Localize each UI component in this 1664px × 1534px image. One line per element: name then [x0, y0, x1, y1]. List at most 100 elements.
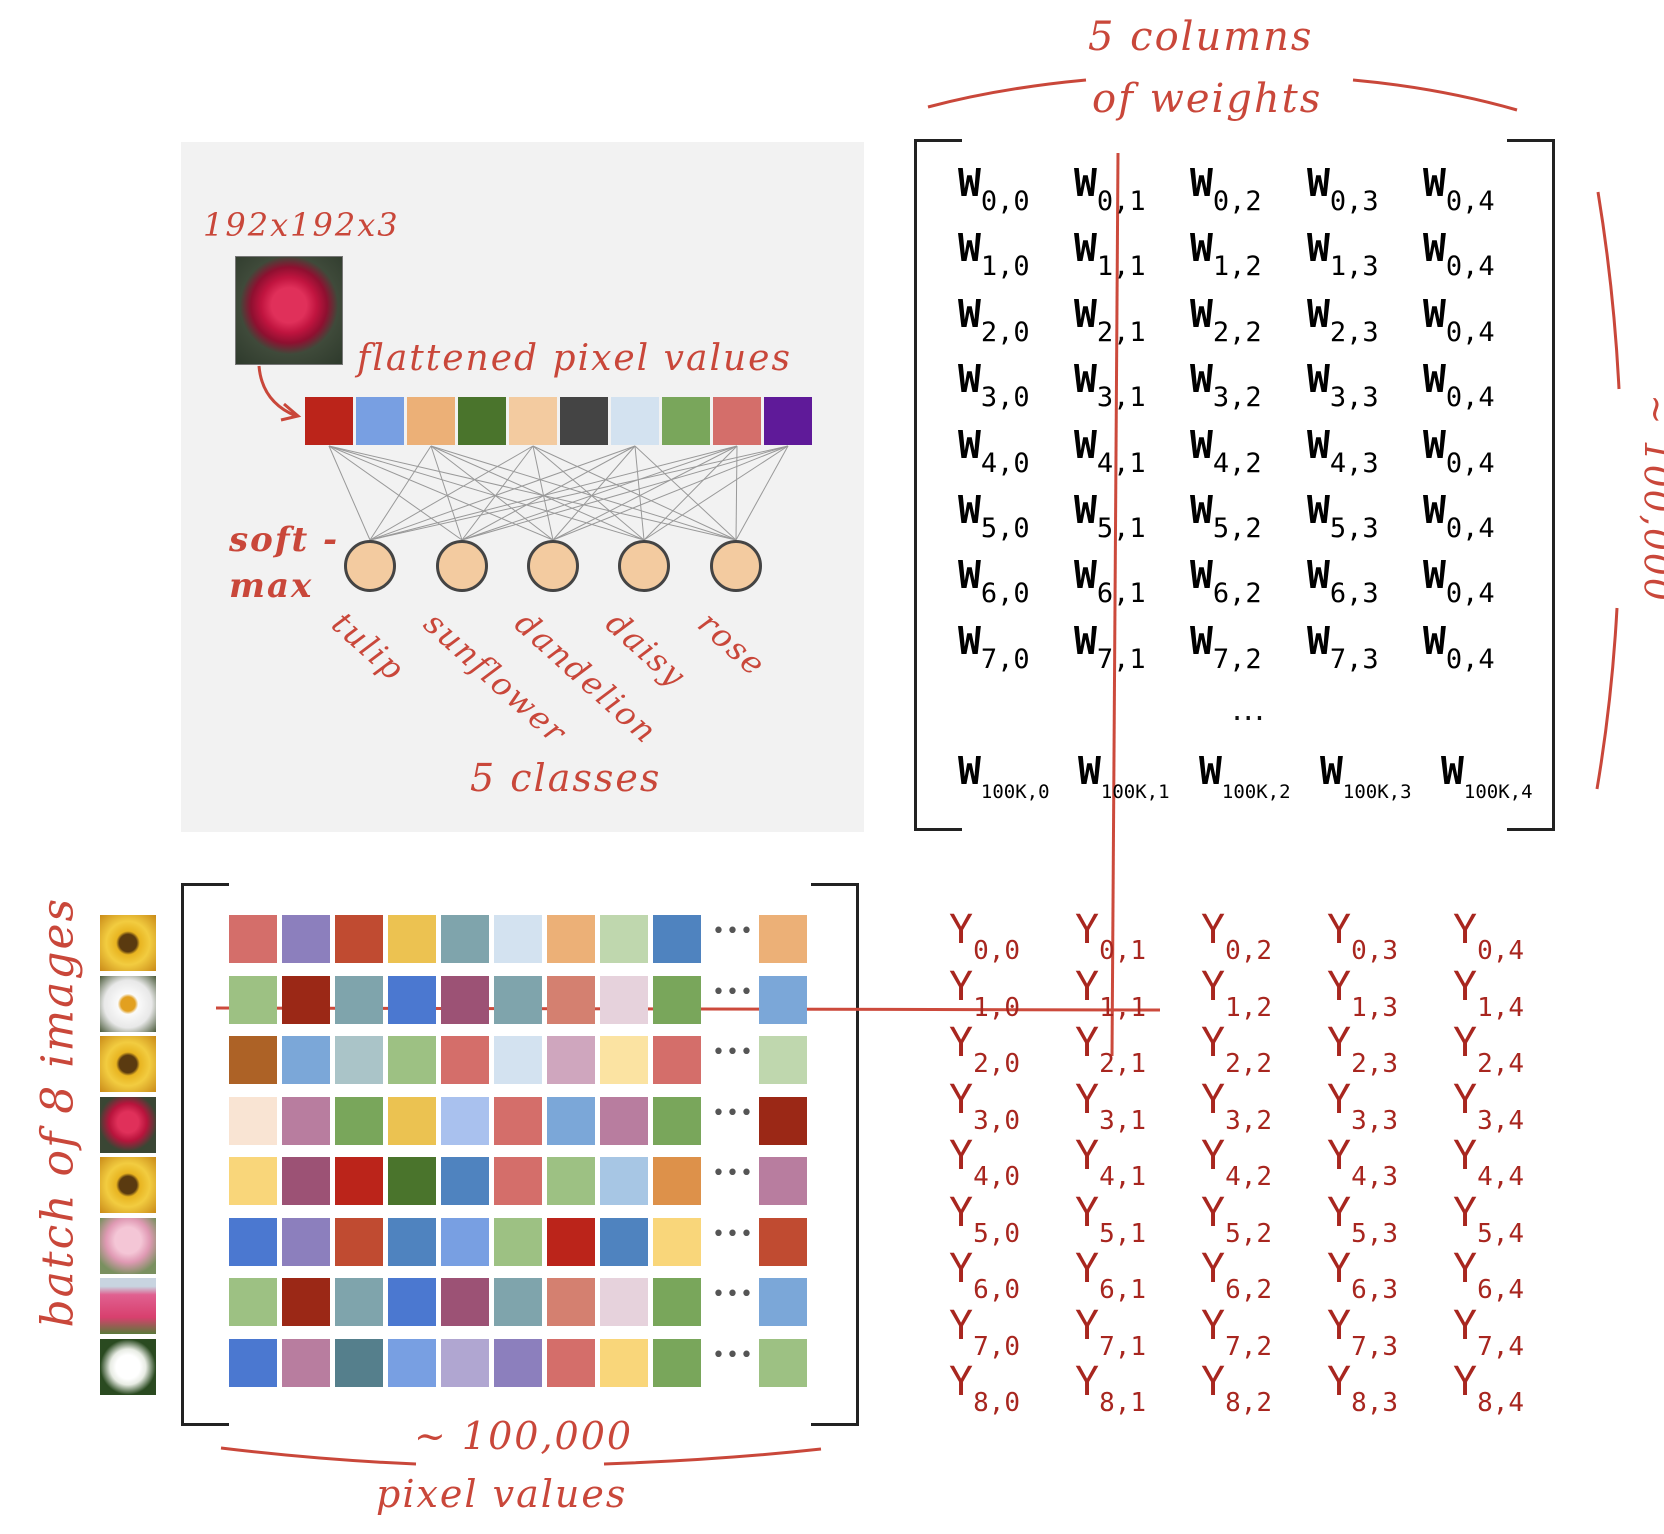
row-ellipsis: ••• [712, 1221, 754, 1247]
output-cell: Y5,1 [1075, 1193, 1146, 1247]
matrix-symbol: W [958, 291, 981, 336]
matrix-index: 6,0 [973, 1275, 1021, 1305]
matrix-symbol: W [1078, 749, 1101, 793]
matrix-symbol: Y [1327, 1189, 1352, 1236]
matrix-index: 0,2 [1225, 936, 1273, 966]
weight-cell: W0,4 [1423, 229, 1495, 280]
connection-line [461, 445, 738, 541]
matrix-symbol: W [1423, 161, 1446, 205]
output-cell: Y0,0 [949, 910, 1020, 964]
matrix-index: 4,0 [980, 447, 1030, 479]
pixel-cell [759, 1157, 807, 1205]
pixel-cell [600, 1036, 648, 1084]
output-cell: Y2,0 [949, 1023, 1020, 1077]
matrix-symbol: W [1423, 422, 1446, 467]
matrix-index: 7,1 [1096, 643, 1146, 675]
rose-thumbnail [100, 1096, 156, 1153]
connection-line [634, 445, 737, 541]
matrix-index: 100K,0 [980, 781, 1050, 803]
weight-cell: W0,4 [1423, 556, 1495, 607]
matrix-index: 2,2 [1212, 316, 1262, 348]
connection-line [552, 445, 738, 541]
connection-line [369, 445, 534, 541]
matrix-symbol: Y [1453, 1020, 1478, 1066]
softmax-node [344, 540, 396, 592]
matrix-index: 5,0 [973, 1218, 1021, 1249]
weight-cell: W2,3 [1307, 295, 1379, 346]
output-cell: Y8,3 [1327, 1362, 1398, 1416]
output-cell: Y7,4 [1453, 1306, 1524, 1360]
matrix-symbol: Y [949, 1302, 974, 1349]
daisy-thumbnail [100, 975, 156, 1032]
matrix-index: 5,0 [980, 513, 1030, 544]
matrix-symbol: W [958, 749, 981, 793]
matrix-index: 6,2 [1212, 578, 1262, 610]
softmax-node [527, 540, 579, 592]
pixel-cell [494, 915, 542, 963]
matrix-index: 0,1 [1099, 936, 1147, 966]
softmax-label-line1: soft - [229, 520, 340, 560]
matrix-index: 100K,4 [1463, 781, 1533, 803]
pink-rose-thumbnail [100, 1217, 156, 1274]
pixel-cell [653, 1217, 701, 1266]
matrix-symbol: Y [1201, 1020, 1226, 1066]
row-ellipsis: ••• [712, 1342, 754, 1368]
matrix-symbol: Y [1327, 963, 1352, 1010]
pixel-cell [653, 975, 701, 1024]
matrix-symbol: Y [1453, 1302, 1478, 1349]
matrix-symbol: Y [1453, 1359, 1478, 1405]
connection-line [643, 445, 738, 541]
pixel-cell [547, 975, 595, 1024]
matrix-index: 6,0 [980, 578, 1030, 610]
matrix-symbol: Y [1453, 1189, 1478, 1236]
matrix-symbol: W [958, 553, 981, 598]
pixel-cell [229, 975, 277, 1024]
output-cell: Y1,2 [1201, 967, 1272, 1021]
bottom-brace-left [220, 1446, 417, 1466]
white-rose-thumbnail [100, 1338, 156, 1395]
matrix-index: 0,4 [1445, 513, 1495, 544]
pixel-cell [441, 1096, 489, 1145]
pixel-cell [547, 1157, 595, 1205]
pixel-cell [759, 1278, 807, 1326]
matrix-index: 1,3 [1351, 992, 1399, 1023]
matrix-index: 0,1 [1096, 186, 1146, 217]
pixel-cell [441, 975, 489, 1024]
matrix-symbol: W [1307, 291, 1330, 336]
matrix-index: 6,4 [1477, 1275, 1525, 1305]
matrix-symbol: W [958, 357, 981, 402]
matrix-index: 100K,3 [1342, 781, 1412, 803]
matrix-symbol: W [1190, 291, 1213, 336]
pixel-cell [441, 1217, 489, 1266]
pixel-cell [653, 1036, 701, 1084]
connection-line [461, 445, 534, 541]
weight-cell: W4,0 [958, 426, 1030, 477]
matrix-index: 0,4 [1445, 643, 1495, 675]
top-brace-right [1352, 78, 1518, 112]
matrix-index: 1,0 [973, 992, 1021, 1023]
weight-cell: W6,1 [1074, 556, 1146, 607]
output-cell: Y8,1 [1075, 1362, 1146, 1416]
matrix-index: 3,1 [1099, 1105, 1147, 1136]
weight-cell: W100K,0 [958, 752, 1050, 802]
pixel-cell [335, 1036, 383, 1084]
matrix-index: 1,4 [1477, 992, 1525, 1023]
matrix-symbol: W [1074, 357, 1097, 402]
matrix-symbol: W [1190, 357, 1213, 402]
weight-cell: W0,1 [1074, 164, 1146, 215]
vector-cell [611, 397, 659, 445]
pixel-cell [759, 1036, 807, 1084]
row-ellipsis: ••• [712, 1100, 754, 1126]
pixel-cell [600, 975, 648, 1024]
connection-line [532, 445, 554, 541]
matrix-index: 8,2 [1225, 1388, 1273, 1418]
matrix-index: 0,3 [1329, 186, 1379, 217]
matrix-index: 6,1 [1096, 578, 1146, 610]
pixel-cell [229, 1096, 277, 1145]
weight-cell: W7,2 [1190, 622, 1262, 673]
matrix-symbol: W [958, 618, 981, 663]
matrix-index: 1,3 [1329, 251, 1379, 283]
weight-cell: W4,1 [1074, 426, 1146, 477]
pixel-cell [335, 915, 383, 963]
matrix-index: 100K,1 [1100, 781, 1170, 803]
